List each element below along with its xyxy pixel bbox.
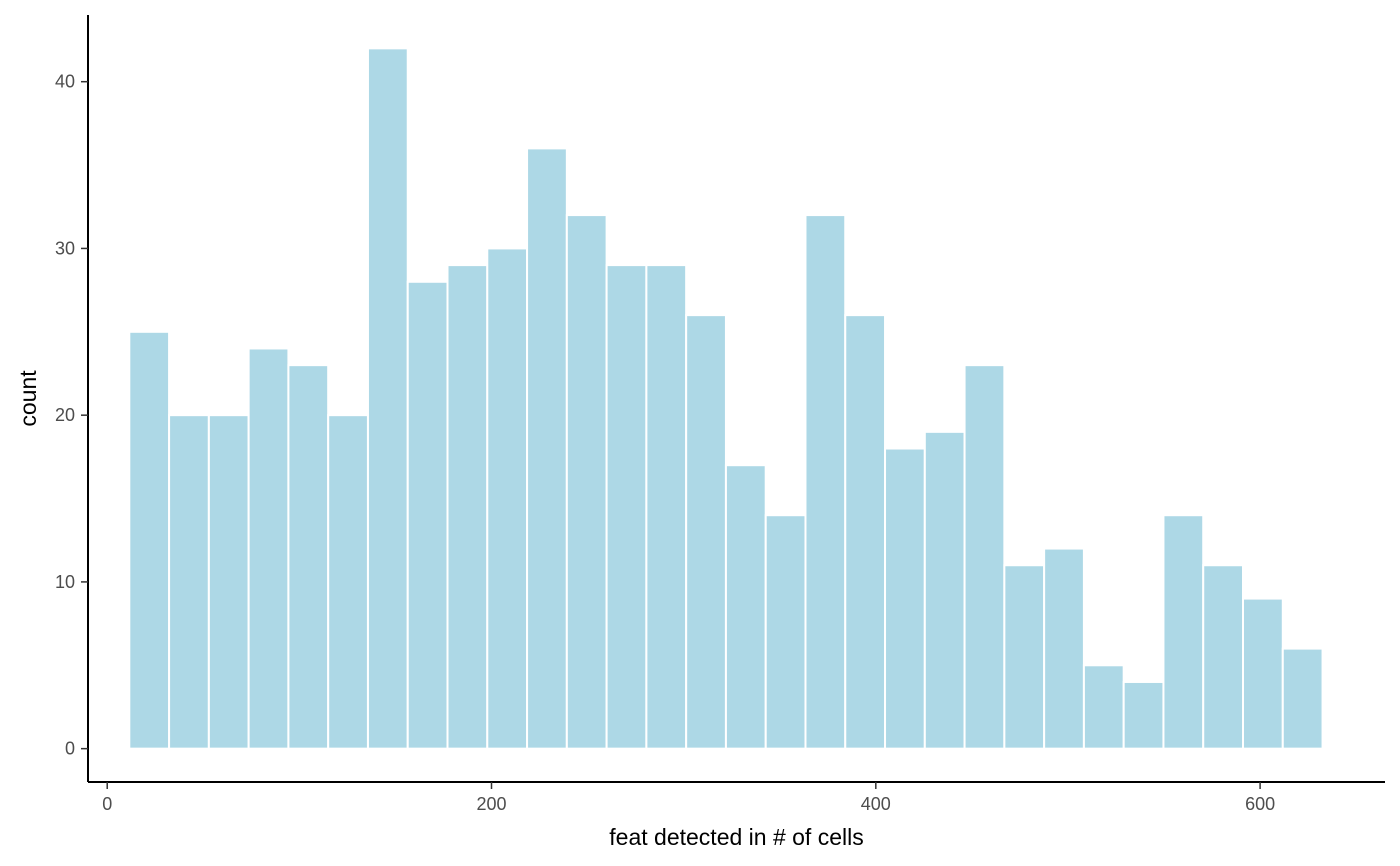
- y-tick-label: 20: [55, 405, 75, 425]
- histogram-bar-19: [844, 314, 887, 750]
- histogram-bar-2: [168, 414, 210, 750]
- histogram-bar-8: [406, 280, 449, 750]
- histogram-bar-5: [287, 364, 330, 750]
- histogram-bar-12: [565, 214, 608, 750]
- histogram-bar-17: [764, 514, 807, 750]
- histogram-bar-14: [645, 264, 688, 750]
- x-tick-label: 0: [102, 794, 112, 814]
- y-axis-ticks: 0 10 20 30 40: [55, 72, 88, 759]
- histogram-bar-15: [685, 314, 727, 750]
- histogram-bar-21: [923, 430, 966, 750]
- histogram-bar-25: [1082, 664, 1125, 750]
- histogram-bar-18: [804, 214, 847, 750]
- y-axis-title: count: [15, 370, 41, 427]
- histogram-bar-1: [128, 330, 171, 750]
- x-axis-title: feat detected in # of cells: [609, 824, 863, 850]
- histogram-bar-4: [247, 347, 290, 750]
- y-tick-label: 10: [55, 572, 75, 592]
- x-tick-label: 200: [476, 794, 506, 814]
- y-tick-label: 30: [55, 238, 75, 258]
- histogram-bar-28: [1202, 564, 1245, 750]
- histogram-bar-29: [1242, 597, 1284, 750]
- histogram-bar-13: [605, 264, 648, 750]
- x-tick-label: 400: [861, 794, 891, 814]
- y-tick-label: 0: [65, 739, 75, 759]
- x-axis-ticks: 0 200 400 600: [102, 782, 1275, 814]
- histogram-bar-30: [1281, 647, 1324, 750]
- histogram-bar-9: [446, 264, 489, 750]
- histogram-bar-26: [1122, 680, 1165, 750]
- histogram-bar-22: [963, 364, 1006, 750]
- y-tick-label: 40: [55, 72, 75, 92]
- histogram-bar-24: [1043, 547, 1085, 750]
- histogram-bar-10: [486, 247, 529, 750]
- histogram-bar-7: [366, 47, 409, 750]
- histogram-bar-16: [724, 464, 767, 750]
- histogram-bar-6: [327, 414, 369, 750]
- histogram-bar-27: [1162, 514, 1205, 750]
- x-tick-label: 600: [1245, 794, 1275, 814]
- histogram-bar-23: [1003, 564, 1046, 750]
- histogram-bar-3: [207, 414, 250, 750]
- histogram-bars: [128, 47, 1324, 750]
- histogram-bar-20: [884, 447, 926, 750]
- histogram-bar-11: [526, 147, 568, 750]
